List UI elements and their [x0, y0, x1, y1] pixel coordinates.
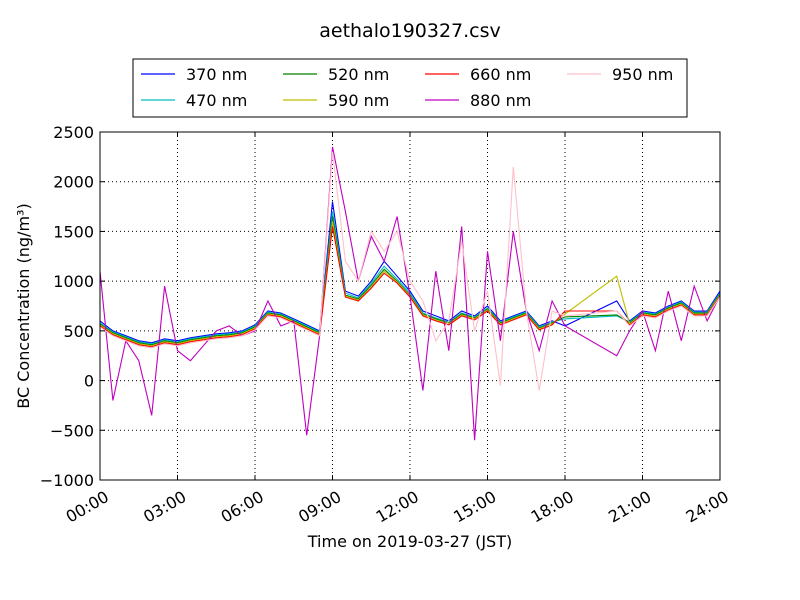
legend-label: 660 nm — [470, 65, 531, 84]
y-tick-label: −500 — [50, 421, 94, 440]
series-line-590-nm — [100, 221, 720, 347]
y-axis-label: BC Concentration (ng/m³) — [14, 203, 33, 408]
y-tick-label: 2000 — [53, 173, 94, 192]
legend-label: 520 nm — [328, 65, 389, 84]
legend-label: 880 nm — [470, 91, 531, 110]
legend-label: 470 nm — [186, 91, 247, 110]
y-tick-label: 2500 — [53, 123, 94, 142]
y-tick-label: 0 — [84, 372, 94, 391]
legend-label: 950 nm — [612, 65, 673, 84]
y-tick-label: 500 — [63, 322, 94, 341]
y-tick-label: −1000 — [40, 471, 94, 490]
y-axis: 2500 2000 1500 1000 500 0 −500 −1000 — [40, 123, 720, 490]
series-line-950-nm — [100, 151, 720, 391]
series-line-370-nm — [100, 201, 720, 344]
y-tick-label: 1500 — [53, 222, 94, 241]
legend-label: 370 nm — [186, 65, 247, 84]
y-tick-label: 1000 — [53, 272, 94, 291]
legend: 370 nm 470 nm 520 nm 590 nm 660 nm 880 nm 950 … — [132, 58, 688, 118]
series-group — [100, 146, 720, 441]
grid — [100, 132, 720, 480]
chart-title: aethalo190327.csv — [319, 20, 501, 42]
legend-label: 590 nm — [328, 91, 389, 110]
legend-box — [132, 58, 688, 118]
series-line-880-nm — [100, 146, 720, 441]
x-axis-label: Time on 2019-03-27 (JST) — [307, 532, 512, 551]
